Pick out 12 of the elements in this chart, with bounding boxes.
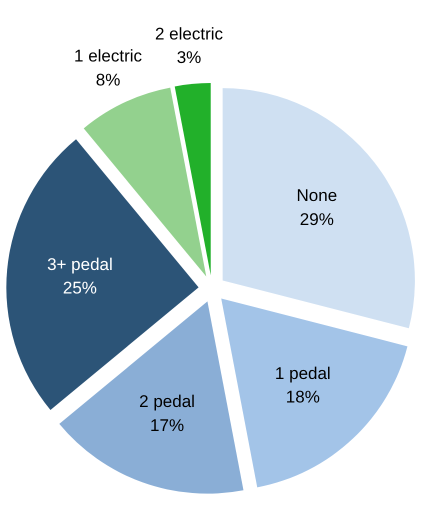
data-label: 3% xyxy=(176,48,202,68)
slice-label: None xyxy=(296,186,338,206)
data-label: 8% xyxy=(96,70,120,90)
slice-label: 3+ pedal xyxy=(47,254,113,274)
data-label: 17% xyxy=(150,416,184,435)
data-label: 29% xyxy=(300,210,334,229)
slice-label: 1 electric xyxy=(74,46,143,66)
slice-label: 2 electric xyxy=(155,24,224,44)
data-label: 18% xyxy=(286,388,320,407)
data-label: 25% xyxy=(62,278,97,298)
slice-label: 1 pedal xyxy=(274,364,331,383)
slice-label: 2 pedal xyxy=(139,392,195,412)
